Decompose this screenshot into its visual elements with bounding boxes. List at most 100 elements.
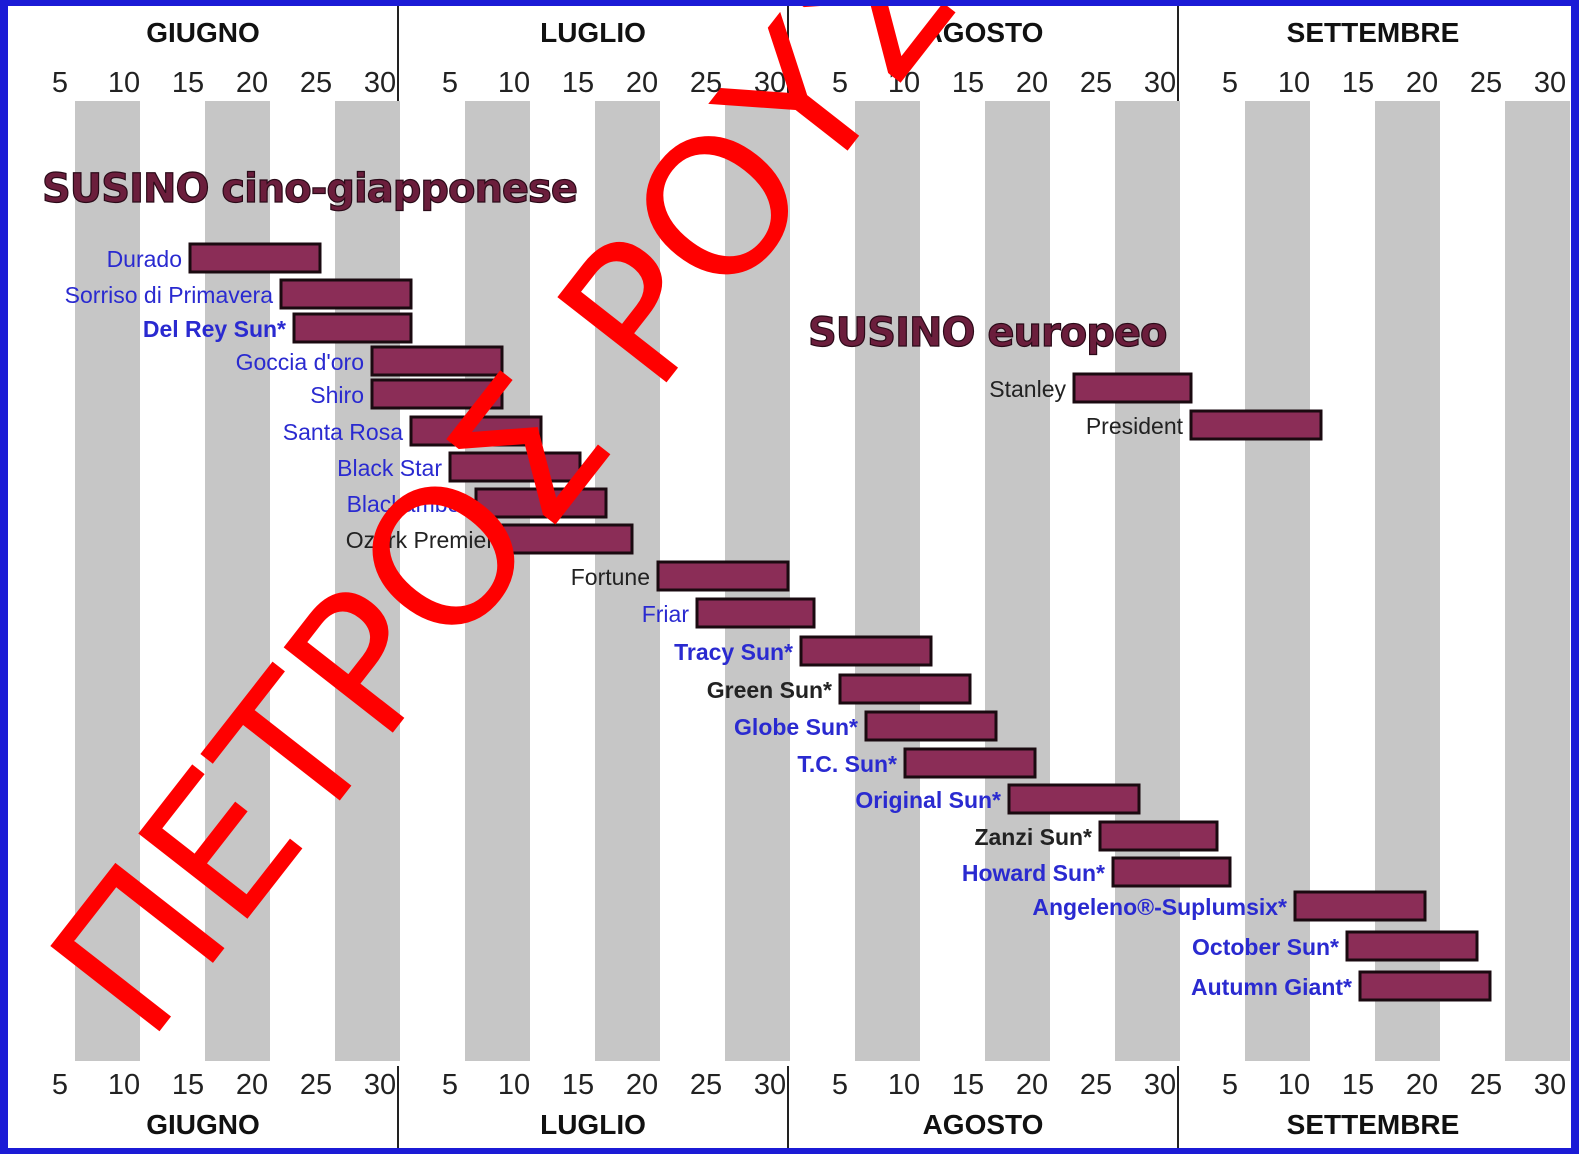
day-tick-label-top: 25	[300, 67, 332, 99]
harvest-bar	[864, 710, 998, 742]
date-stripe	[75, 101, 140, 1061]
plum-harvest-calendar-chart: GIUGNO GIUGNO 5 5 10 10 15 15 20 20 25 25 30 30 LUGLIO…	[9, 6, 1570, 1148]
harvest-bar	[903, 747, 1037, 779]
day-tick-label-bottom: 30	[1144, 1069, 1176, 1101]
day-tick-label-top: 15	[1342, 67, 1374, 99]
cultivar-label: Durado	[107, 246, 182, 272]
day-tick-label-top: 30	[1144, 67, 1176, 99]
harvest-bar	[1098, 820, 1219, 852]
harvest-bar	[1345, 930, 1479, 962]
month-label-bottom: SETTEMBRE	[1287, 1109, 1460, 1140]
day-tick-label-bottom: 15	[1342, 1069, 1374, 1101]
day-tick-label-bottom: 30	[364, 1069, 396, 1101]
cultivar-label: Zanzi Sun*	[974, 824, 1092, 850]
date-stripe	[985, 101, 1050, 1061]
day-tick-label-top: 5	[1222, 67, 1238, 99]
day-tick-label-top: 30	[1534, 67, 1566, 99]
day-tick-label-top: 15	[562, 67, 594, 99]
harvest-bar	[656, 560, 790, 592]
harvest-bar	[1189, 409, 1323, 441]
cultivar-label: Fortune	[571, 564, 650, 590]
cultivar-label: Sorriso di Primavera	[65, 282, 274, 308]
cultivar-label: Shiro	[310, 382, 364, 408]
cultivar-label: October Sun*	[1192, 934, 1339, 960]
cultivar-label: Angeleno®-Suplumsix*	[1032, 894, 1287, 920]
cultivar-label: Autumn Giant*	[1191, 974, 1352, 1000]
day-tick-label-bottom: 10	[108, 1069, 140, 1101]
day-tick-label-top: 20	[1016, 67, 1048, 99]
month-label-top: AGOSTO	[923, 17, 1044, 48]
harvest-bar	[474, 487, 608, 519]
harvest-bar	[1293, 890, 1427, 922]
day-tick-label-bottom: 5	[1222, 1069, 1238, 1101]
cultivar-label: Goccia d'oro	[236, 349, 364, 375]
day-tick-label-top: 20	[236, 67, 268, 99]
cultivar-label: Globe Sun*	[734, 714, 858, 740]
month-label-bottom: LUGLIO	[540, 1109, 646, 1140]
harvest-bar	[1007, 783, 1141, 815]
day-tick-label-bottom: 25	[1080, 1069, 1112, 1101]
day-tick-label-bottom: 25	[300, 1069, 332, 1101]
cultivar-label: Santa Rosa	[283, 419, 403, 445]
month-label-bottom: GIUGNO	[146, 1109, 260, 1140]
day-tick-label-bottom: 20	[236, 1069, 268, 1101]
harvest-bar	[292, 312, 413, 344]
cultivar-label: Blackamber	[347, 491, 469, 517]
date-stripe	[465, 101, 530, 1061]
cultivar-label: Del Rey Sun*	[143, 316, 286, 342]
harvest-bar	[695, 597, 816, 629]
day-tick-label-top: 15	[172, 67, 204, 99]
day-tick-label-top: 10	[888, 67, 920, 99]
cultivar-label: Green Sun*	[707, 677, 832, 703]
day-tick-label-top: 10	[108, 67, 140, 99]
date-stripe	[595, 101, 660, 1061]
cultivar-label: Original Sun*	[855, 787, 1001, 813]
day-tick-label-top: 30	[754, 67, 786, 99]
harvest-bar	[409, 415, 543, 447]
day-tick-label-bottom: 25	[1470, 1069, 1502, 1101]
harvest-bar	[188, 242, 322, 274]
cultivar-label: Howard Sun*	[962, 860, 1105, 886]
harvest-bar	[1358, 970, 1492, 1002]
day-tick-label-top: 5	[442, 67, 458, 99]
harvest-bar	[279, 278, 413, 310]
cultivar-label: Tracy Sun*	[674, 639, 793, 665]
day-tick-label-top: 30	[364, 67, 396, 99]
day-tick-label-bottom: 30	[1534, 1069, 1566, 1101]
cultivar-label: President	[1086, 413, 1184, 439]
chart-frame: GIUGNO GIUGNO 5 5 10 10 15 15 20 20 25 25 30 30 LUGLIO…	[8, 6, 1571, 1148]
month-label-top: SETTEMBRE	[1287, 17, 1460, 48]
harvest-bar	[500, 523, 634, 555]
cultivar-label: Black Star	[337, 455, 442, 481]
date-stripe	[1115, 101, 1180, 1061]
cultivar-label: Ozark Premier	[346, 527, 495, 553]
day-tick-label-top: 20	[1406, 67, 1438, 99]
day-tick-label-bottom: 20	[626, 1069, 658, 1101]
day-tick-label-bottom: 10	[1278, 1069, 1310, 1101]
group-title-cino-giapponese: SUSINO cino-giapponese	[42, 166, 577, 212]
group-title-europeo: SUSINO europeo	[808, 310, 1166, 356]
harvest-bar	[1072, 372, 1193, 404]
day-tick-label-bottom: 10	[498, 1069, 530, 1101]
day-tick-label-top: 20	[626, 67, 658, 99]
harvest-bar	[799, 635, 933, 667]
day-tick-label-top: 5	[832, 67, 848, 99]
day-tick-label-bottom: 15	[562, 1069, 594, 1101]
day-tick-label-bottom: 5	[52, 1069, 68, 1101]
day-tick-label-bottom: 25	[690, 1069, 722, 1101]
day-tick-label-bottom: 15	[952, 1069, 984, 1101]
date-stripe	[1505, 101, 1570, 1061]
harvest-bar	[838, 673, 972, 705]
month-label-bottom: AGOSTO	[923, 1109, 1044, 1140]
day-tick-label-bottom: 5	[832, 1069, 848, 1101]
day-tick-label-top: 10	[1278, 67, 1310, 99]
date-stripe	[855, 101, 920, 1061]
day-tick-label-top: 25	[690, 67, 722, 99]
day-tick-label-top: 15	[952, 67, 984, 99]
day-tick-label-bottom: 30	[754, 1069, 786, 1101]
day-tick-label-bottom: 5	[442, 1069, 458, 1101]
cultivar-label: Friar	[642, 601, 690, 627]
day-tick-label-top: 5	[52, 67, 68, 99]
day-tick-label-bottom: 20	[1016, 1069, 1048, 1101]
month-label-top: GIUGNO	[146, 17, 260, 48]
